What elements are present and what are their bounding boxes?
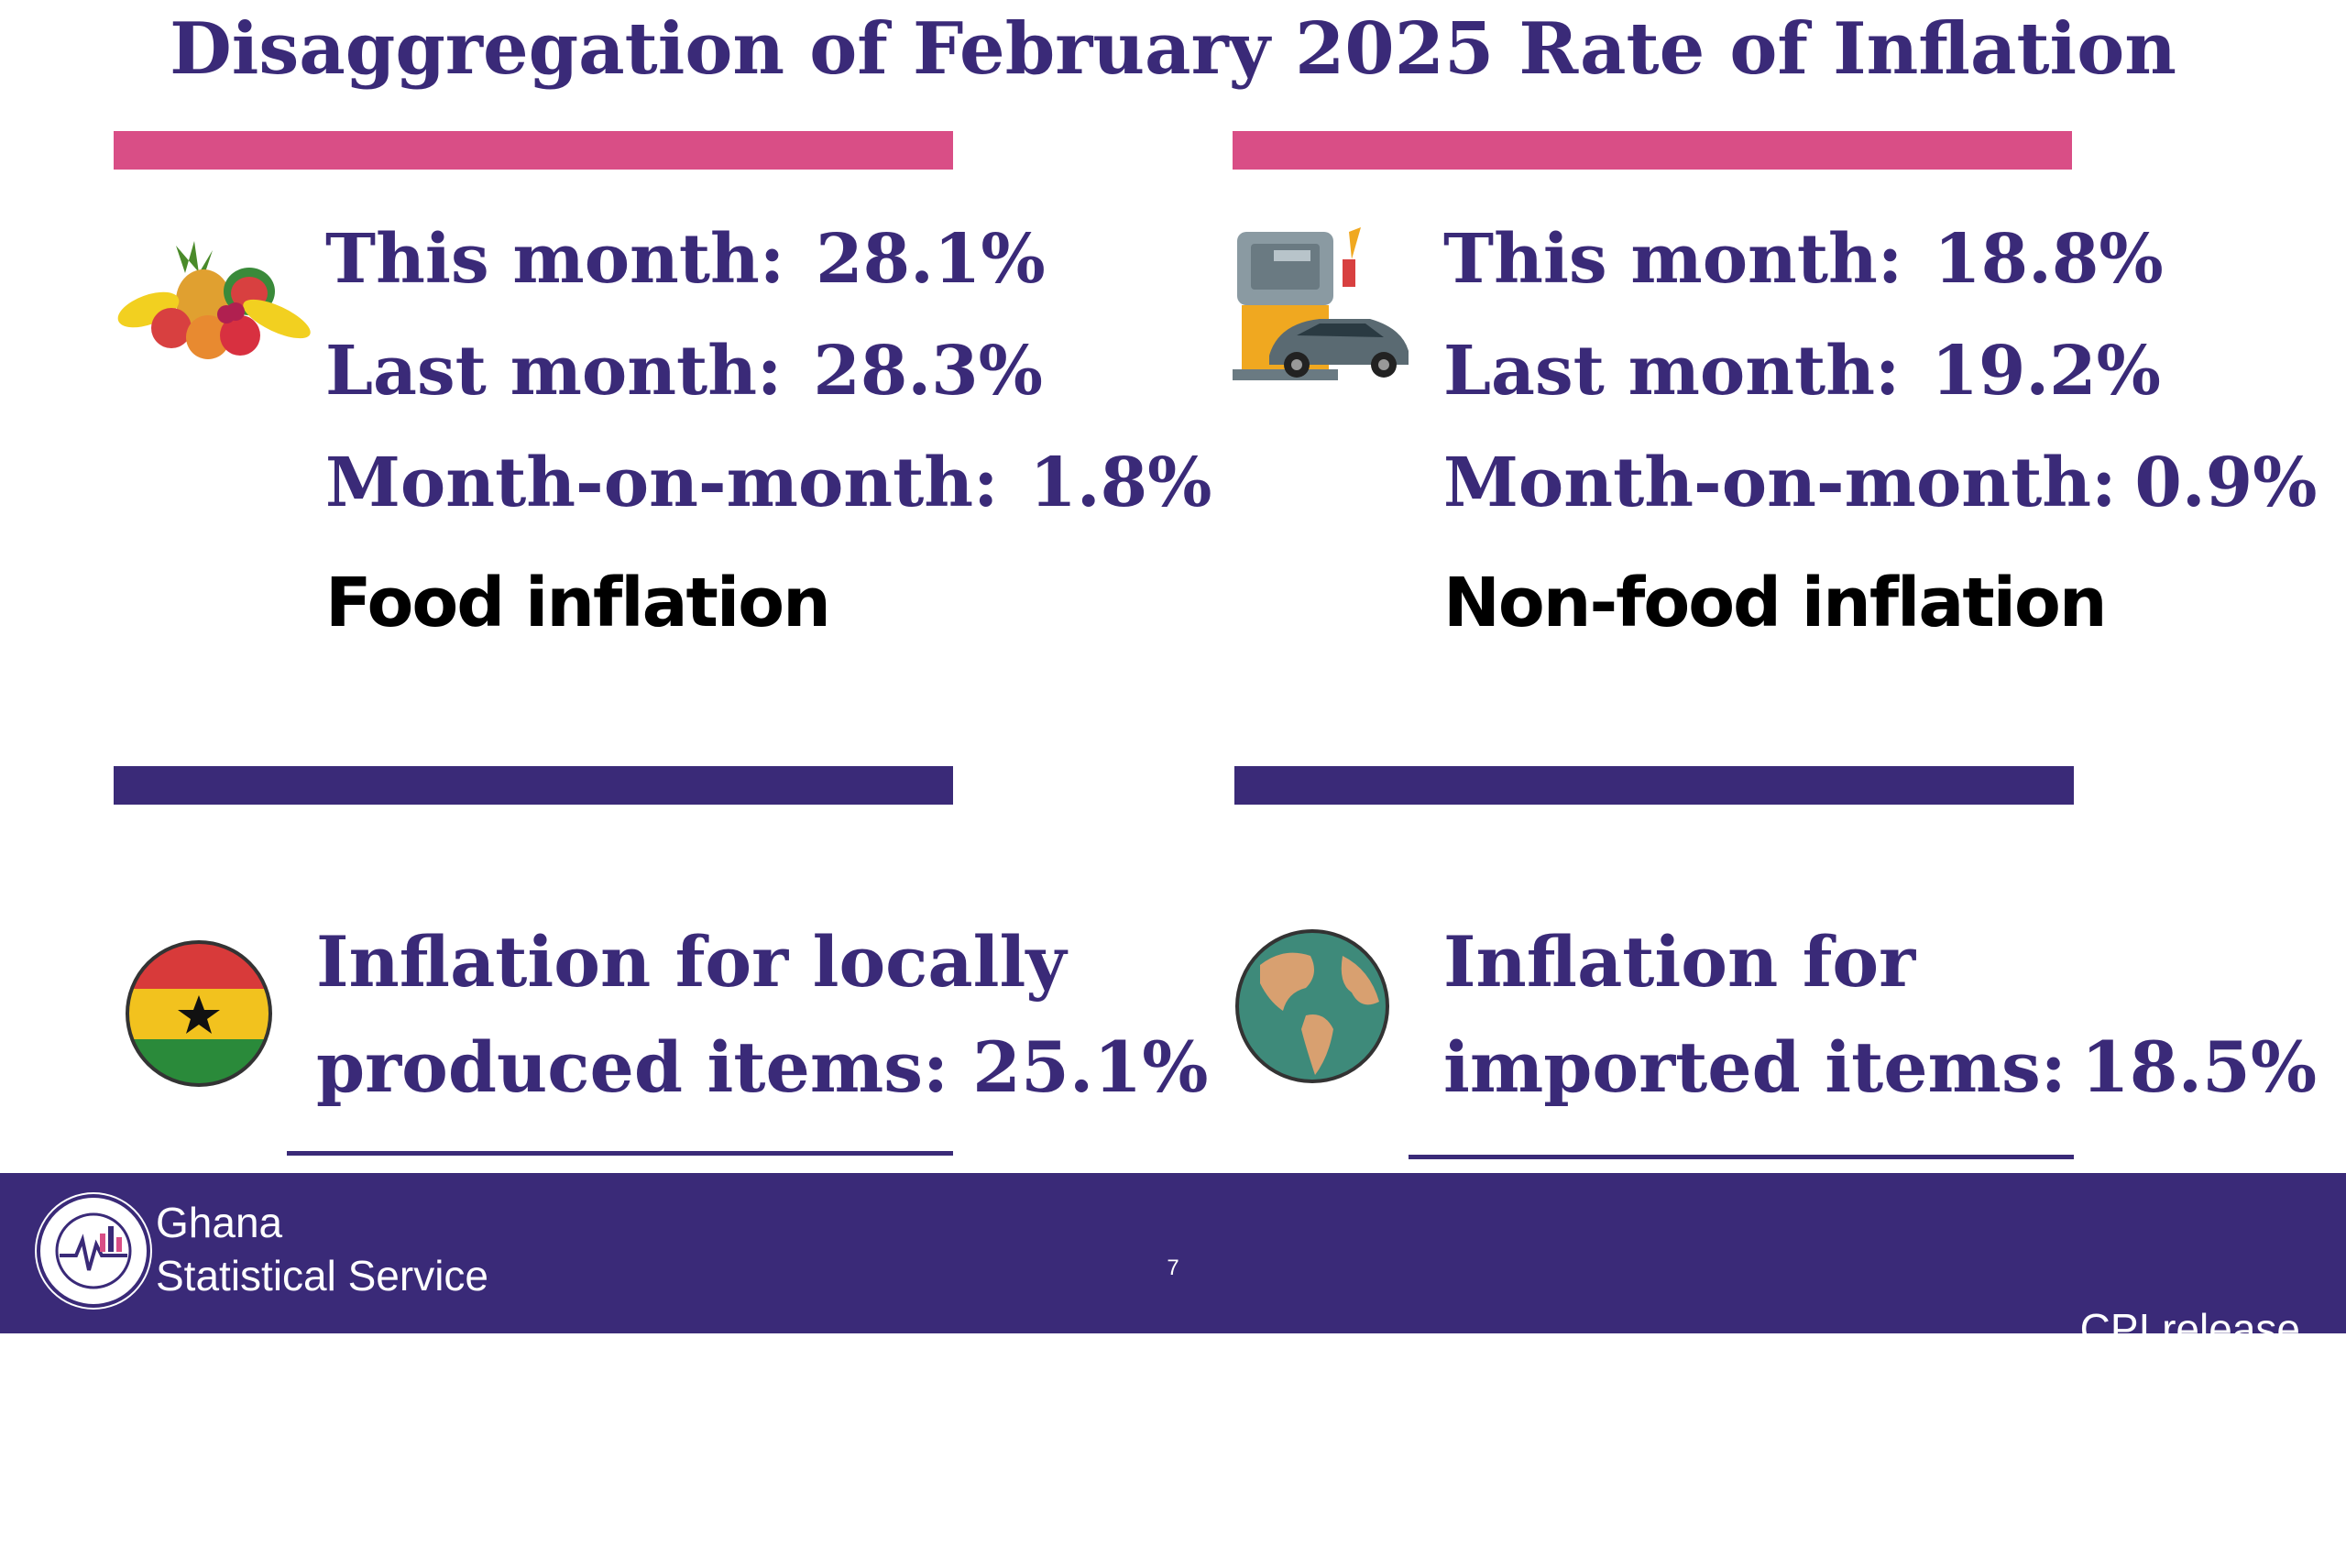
footer-org-line1: Ghana — [156, 1199, 283, 1246]
imported-line1: Inflation for — [1443, 921, 1916, 1003]
local-value: 25.1% — [972, 1026, 1209, 1108]
footer-org: Ghana Statistical Service — [156, 1196, 488, 1302]
nonfood-mom-label: Month-on-month: — [1443, 444, 2117, 522]
footer-release-line2: February 2025 — [2014, 1464, 2300, 1512]
page-title: Disaggregation of February 2025 Rate of … — [170, 7, 2176, 91]
imported-line2: imported items: 18.5% — [1443, 1026, 2317, 1108]
food-mom-value: 1.8% — [1029, 444, 1212, 522]
gss-logo-icon — [35, 1192, 152, 1310]
nonfood-last-month-value: 19.2% — [1931, 332, 2161, 411]
food-this-month-value: 28.1% — [816, 220, 1046, 299]
imported-value: 18.5% — [2080, 1026, 2318, 1108]
local-underline — [287, 1151, 953, 1156]
food-last-month-value: 28.3% — [813, 332, 1043, 411]
local-line1: Inflation for locally — [316, 921, 1067, 1003]
nonfood-caption: Non-food inflation — [1443, 564, 2108, 642]
fuel-pump-car-icon — [1233, 227, 1409, 380]
food-section-bar — [114, 131, 953, 170]
food-this-month-label: This month: — [325, 220, 785, 299]
local-line2-label: produced items: — [316, 1026, 949, 1108]
globe-icon — [1235, 929, 1389, 1083]
food-mom-label: Month-on-month: — [325, 444, 999, 522]
nonfood-mom-value: 0.9% — [2134, 444, 2318, 522]
footer-release: CPI release February 2025 — [2014, 1196, 2300, 1568]
nonfood-last-month: Last month: 19.2% — [1443, 332, 2161, 411]
imported-underline — [1409, 1155, 2074, 1159]
local-line2: produced items: 25.1% — [316, 1026, 1208, 1108]
nonfood-last-month-label: Last month: — [1443, 332, 1901, 411]
fruit-basket-icon — [117, 241, 311, 359]
nonfood-this-month-label: This month: — [1443, 220, 1903, 299]
nonfood-this-month: This month: 18.8% — [1443, 220, 2164, 299]
imported-section-bar — [1234, 766, 2074, 805]
food-last-month-label: Last month: — [325, 332, 783, 411]
local-section-bar — [114, 766, 953, 805]
food-this-month: This month: 28.1% — [325, 220, 1046, 299]
footer-org-line2: Statistical Service — [156, 1252, 489, 1299]
imported-line2-label: imported items: — [1443, 1026, 2066, 1108]
nonfood-section-bar — [1233, 131, 2072, 170]
nonfood-mom: Month-on-month: 0.9% — [1443, 444, 2317, 522]
footer-release-line1: CPI release — [2079, 1305, 2300, 1353]
ghana-flag-icon — [126, 940, 272, 1087]
food-mom: Month-on-month: 1.8% — [325, 444, 1211, 522]
food-last-month: Last month: 28.3% — [325, 332, 1043, 411]
food-caption: Food inflation — [325, 564, 831, 642]
page-number: 7 — [1167, 1255, 1179, 1280]
nonfood-this-month-value: 18.8% — [1934, 220, 2164, 299]
footer — [0, 1173, 2346, 1333]
